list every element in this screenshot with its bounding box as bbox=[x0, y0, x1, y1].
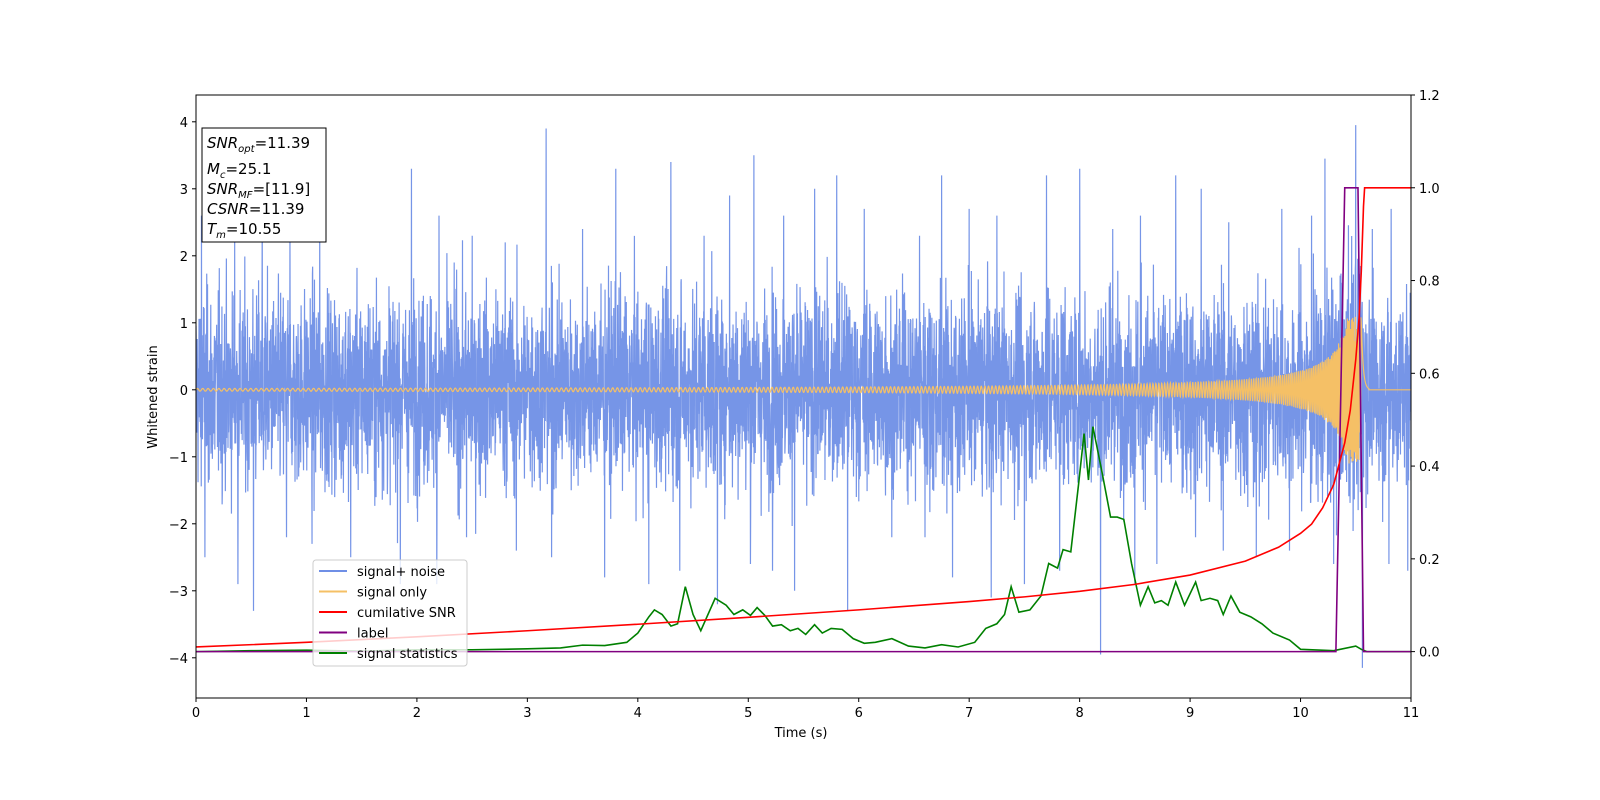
signal-noise-line bbox=[196, 125, 1411, 668]
legend: signal+ noise signal only cumilative SNR la… bbox=[312, 559, 468, 667]
y-tick-label: −2 bbox=[169, 518, 188, 533]
legend-label: cumilative SNR bbox=[357, 606, 456, 621]
snr-info-box: SNRopt=11.39Mc=25.1SNRMF=[11.9]CSNR=11.3… bbox=[201, 127, 327, 243]
info-var: SNR bbox=[207, 134, 238, 152]
legend-label: label bbox=[357, 627, 388, 642]
y-tick-label: −1 bbox=[169, 451, 188, 466]
x-tick-label: 3 bbox=[523, 706, 531, 721]
info-line: SNRopt=11.39 bbox=[207, 134, 310, 155]
y-tick-label: −3 bbox=[169, 585, 188, 600]
info-var: CSNR bbox=[207, 200, 249, 218]
info-line: Mc=25.1 bbox=[207, 160, 271, 181]
x-tick-label: 2 bbox=[413, 706, 421, 721]
info-value: =11.39 bbox=[255, 134, 311, 152]
info-line: SNRMF=[11.9] bbox=[207, 180, 310, 201]
y-tick-label: 2 bbox=[180, 250, 188, 265]
x-tick-label: 9 bbox=[1186, 706, 1194, 721]
label-line bbox=[196, 186, 1411, 653]
right-y-axis: 0.0 0.2 0.4 0.6 0.8 1.0 1.2 bbox=[1411, 89, 1440, 661]
y2-tick-label: 0.8 bbox=[1419, 275, 1440, 290]
legend-label: signal only bbox=[357, 586, 427, 601]
x-tick-label: 10 bbox=[1292, 706, 1309, 721]
info-var: M bbox=[207, 160, 220, 178]
cumulative-snr-line bbox=[196, 186, 1411, 648]
info-var: T bbox=[207, 220, 218, 238]
x-tick-label: 6 bbox=[855, 706, 863, 721]
right-axis-series bbox=[196, 186, 1411, 653]
axes-frame bbox=[195, 94, 1412, 699]
info-line: Tm=10.55 bbox=[207, 220, 281, 241]
info-sub: c bbox=[220, 170, 226, 181]
y-tick-label: 0 bbox=[180, 384, 188, 399]
info-var: SNR bbox=[207, 180, 238, 198]
signal-only-series bbox=[196, 316, 1411, 464]
y-tick-label: −4 bbox=[169, 652, 188, 667]
x-tick-label: 7 bbox=[965, 706, 973, 721]
x-tick-label: 4 bbox=[634, 706, 642, 721]
info-value: =11.39 bbox=[249, 200, 305, 218]
x-tick-label: 0 bbox=[192, 706, 200, 721]
info-sub: opt bbox=[238, 144, 255, 155]
info-value: =25.1 bbox=[225, 160, 271, 178]
y-axis-label: Whitened strain bbox=[146, 345, 161, 448]
y2-tick-label: 0.2 bbox=[1419, 553, 1440, 568]
info-box-frame bbox=[201, 127, 327, 243]
y2-tick-label: 1.0 bbox=[1419, 182, 1440, 197]
x-axis: 0 1 2 3 4 5 6 7 8 9 10 11 bbox=[192, 698, 1419, 721]
info-sub: MF bbox=[238, 190, 253, 201]
y-tick-label: 4 bbox=[180, 116, 188, 131]
left-y-axis: −4 −3 −2 −1 0 1 2 3 4 bbox=[169, 116, 196, 667]
y2-tick-label: 0.4 bbox=[1419, 460, 1440, 475]
y-tick-label: 1 bbox=[180, 317, 188, 332]
y2-tick-label: 0.0 bbox=[1419, 646, 1440, 661]
y-tick-label: 3 bbox=[180, 183, 188, 198]
y2-tick-label: 1.2 bbox=[1419, 89, 1440, 104]
y2-tick-label: 0.6 bbox=[1419, 367, 1440, 382]
signal-noise-series bbox=[196, 125, 1411, 668]
legend-frame bbox=[312, 559, 468, 667]
info-sub: m bbox=[216, 230, 226, 241]
info-value: =10.55 bbox=[226, 220, 282, 238]
x-tick-label: 5 bbox=[744, 706, 752, 721]
info-line: CSNR=11.39 bbox=[207, 200, 304, 218]
x-tick-label: 11 bbox=[1403, 706, 1420, 721]
x-tick-label: 1 bbox=[302, 706, 310, 721]
legend-label: signal+ noise bbox=[357, 565, 445, 580]
info-value: =[11.9] bbox=[253, 180, 311, 198]
legend-label: signal statistics bbox=[357, 647, 458, 662]
x-axis-label: Time (s) bbox=[774, 726, 828, 741]
signal-only-line bbox=[196, 316, 1411, 464]
x-tick-label: 8 bbox=[1075, 706, 1083, 721]
